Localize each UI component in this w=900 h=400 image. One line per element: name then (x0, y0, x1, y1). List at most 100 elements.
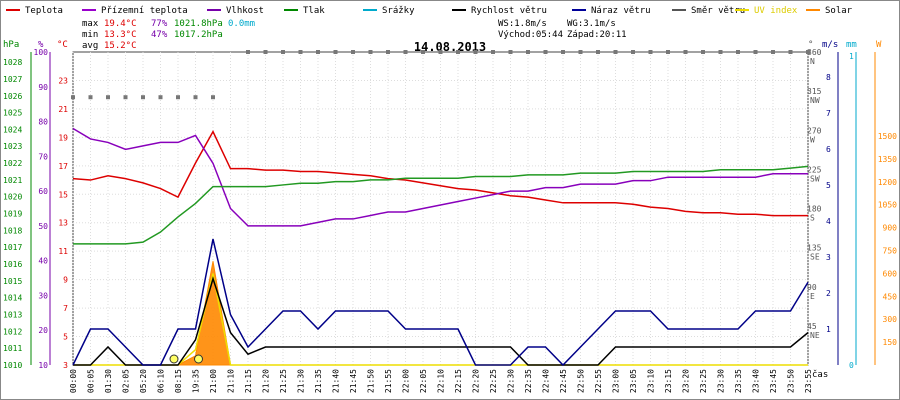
legend-label-3: Tlak (303, 6, 325, 16)
series-pct-1 (72, 127, 808, 227)
tick-dir-name-6: E (810, 292, 815, 301)
unit-pct: % (38, 40, 44, 50)
x-label-11: 21:20 (262, 369, 271, 393)
tick-temp-9: 21 (58, 105, 68, 114)
tick-hpa-18: 1028 (3, 58, 22, 67)
wind-dir-point-16 (351, 50, 355, 54)
tick-hpa-10: 1020 (3, 193, 22, 202)
tick-dir-name-3: SW (810, 174, 820, 183)
x-label-3: 02:05 (122, 369, 131, 393)
sunset: Západ:20:11 (567, 30, 627, 40)
unit-deg: ° (808, 40, 813, 50)
x-label-22: 22:15 (454, 369, 463, 393)
tick-temp-0: 3 (63, 361, 68, 370)
x-label-1: 00:05 (87, 369, 96, 393)
wind-dir-point-19 (403, 50, 408, 54)
tick-dir-name-0: N (810, 57, 815, 66)
tick-w-4: 750 (883, 246, 898, 255)
tick-dir-4: 180 (807, 205, 822, 214)
unit-w: W (876, 40, 882, 50)
wind-wg: WG:3.1m/s (567, 19, 616, 29)
x-label-40: 23:45 (769, 369, 778, 393)
tick-dir-7: 45 (807, 322, 817, 331)
wind-dir-point-28 (561, 50, 565, 54)
wind-dir-point-33 (648, 50, 653, 54)
wind-dir-point-3 (123, 95, 128, 100)
tick-hpa-9: 1019 (3, 210, 22, 219)
tick-dir-1: 315 (807, 87, 822, 96)
tick-pct-9: 100 (34, 48, 49, 57)
tick-ms-0: 1 (826, 325, 831, 334)
tick-dir-5: 135 (807, 244, 822, 253)
wind-dir-point-10 (246, 50, 250, 54)
tick-w-0: 150 (883, 338, 898, 347)
tick-ms-4: 5 (826, 181, 831, 190)
tick-w-2: 450 (883, 292, 898, 301)
wind-dir-point-4 (141, 95, 145, 100)
tick-hpa-12: 1022 (3, 159, 22, 168)
x-label-6: 08:15 (174, 369, 183, 393)
tick-temp-10: 23 (58, 76, 68, 85)
tick-hpa-2: 1012 (3, 327, 22, 336)
x-label-19: 22:00 (402, 369, 411, 393)
wind-dir-point-42 (806, 50, 810, 54)
tick-ms-7: 8 (826, 73, 831, 82)
wind-dir-point-22 (456, 50, 460, 54)
stat-min-temp: 13.3°C (104, 30, 137, 40)
stat-max-hum: 77% (151, 19, 168, 29)
unit-hpa: hPa (3, 40, 19, 50)
wind-dir-point-30 (596, 50, 600, 54)
uv-line (73, 273, 808, 366)
wind-dir-point-23 (473, 50, 478, 54)
wind-dir-point-14 (316, 50, 320, 54)
wind-dir-point-26 (526, 50, 530, 54)
series-ms-4 (72, 238, 809, 367)
wind-ws: WS:1.8m/s (498, 19, 547, 29)
x-label-15: 21:40 (332, 369, 341, 393)
tick-hpa-1: 1011 (3, 344, 22, 353)
x-label-30: 22:55 (594, 369, 603, 393)
x-label-20: 22:05 (419, 369, 428, 393)
tick-pct-3: 40 (38, 257, 48, 266)
x-label-5: 06:10 (157, 369, 166, 393)
wind-dir-point-13 (298, 50, 303, 54)
series-temp-0 (72, 130, 808, 217)
legend-label-4: Srážky (382, 6, 415, 16)
wind-dir-point-5 (158, 95, 163, 100)
legend-label-2: Vlhkost (226, 6, 264, 16)
wind-dir-point-40 (771, 50, 775, 54)
sunrise-marker (169, 354, 179, 364)
series-ms-3 (73, 276, 809, 366)
tick-pct-7: 80 (38, 118, 48, 127)
tick-dir-name-7: NE (810, 331, 820, 340)
legend-label-0: Teplota (25, 6, 63, 16)
tick-temp-7: 17 (58, 162, 68, 171)
legend-label-7: Směr větru (691, 6, 745, 16)
tick-hpa-11: 1021 (3, 176, 22, 185)
series-hpa-2 (73, 165, 809, 245)
wind-dir-point-31 (613, 50, 618, 54)
x-label-17: 21:50 (367, 369, 376, 393)
tick-dir-name-4: S (810, 214, 815, 223)
legend-label-5: Rychlost větru (471, 6, 547, 16)
wind-dir-point-8 (211, 95, 215, 100)
stat-max-temp: 19.4°C (104, 19, 137, 29)
tick-hpa-3: 1013 (3, 311, 22, 320)
x-axis-title: čas (812, 369, 828, 380)
tick-hpa-7: 1017 (3, 243, 22, 252)
tick-ms-3: 4 (826, 217, 831, 226)
tick-hpa-16: 1026 (3, 92, 22, 101)
tick-w-8: 1350 (878, 155, 897, 164)
tick-hpa-4: 1014 (3, 294, 22, 303)
wind-dir-point-39 (753, 50, 758, 54)
x-label-39: 23:40 (752, 369, 761, 393)
wind-dir-point-15 (333, 50, 338, 54)
x-label-32: 23:05 (629, 369, 638, 393)
wind-dir-point-7 (193, 95, 198, 100)
x-label-26: 22:35 (524, 369, 533, 393)
tick-dir-6: 90 (807, 283, 817, 292)
x-label-18: 21:55 (384, 369, 393, 393)
tick-pct-4: 50 (38, 222, 48, 231)
x-label-35: 23:20 (682, 369, 691, 393)
